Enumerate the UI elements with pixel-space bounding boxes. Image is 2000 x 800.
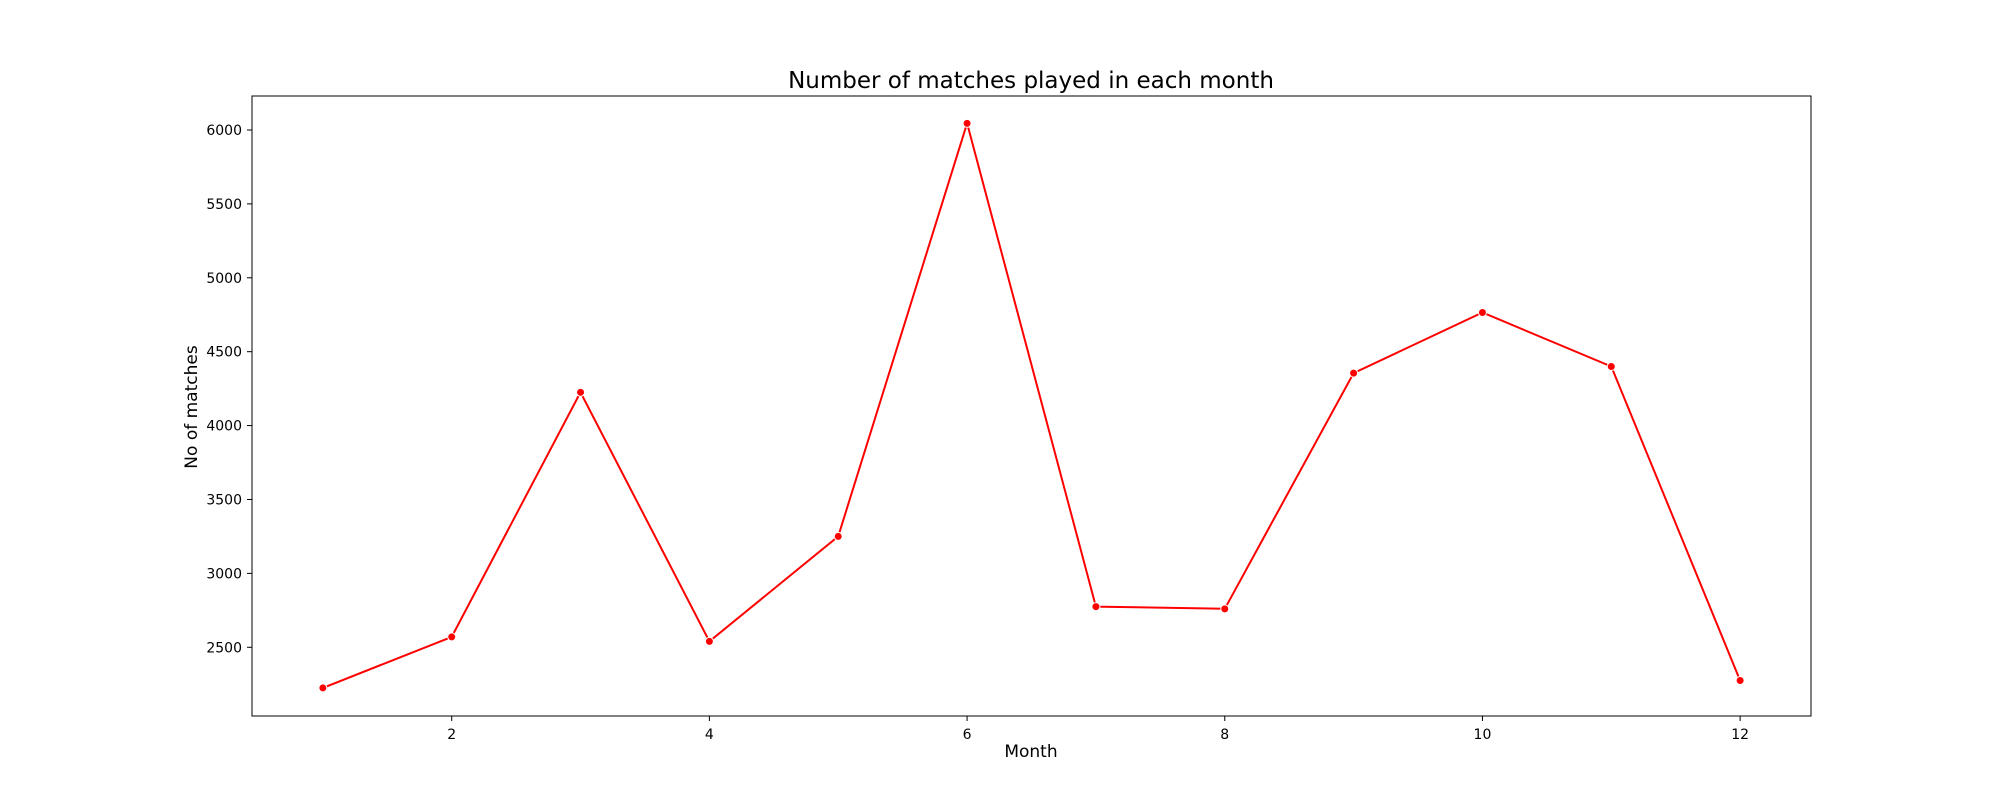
data-point-month-11 bbox=[1606, 361, 1616, 371]
data-point-month-3 bbox=[576, 387, 586, 397]
y-tick-label: 3500 bbox=[206, 492, 242, 508]
data-points bbox=[318, 118, 1745, 693]
y-tick-label: 4500 bbox=[206, 345, 242, 361]
chart-title: Number of matches played in each month bbox=[788, 68, 1274, 94]
x-tick-label: 10 bbox=[1474, 727, 1492, 743]
y-tick-label: 5000 bbox=[206, 271, 242, 287]
x-tick-label: 6 bbox=[963, 727, 972, 743]
data-line-series bbox=[322, 119, 1742, 689]
plot-area bbox=[251, 95, 1812, 717]
y-tick-label: 5500 bbox=[206, 197, 242, 213]
data-point-month-5 bbox=[833, 531, 843, 541]
y-axis-label: No of matches bbox=[182, 345, 202, 469]
x-tick-label: 12 bbox=[1731, 727, 1749, 743]
data-point-month-1 bbox=[318, 683, 328, 693]
y-tick-label: 6000 bbox=[206, 123, 242, 139]
y-tick-label: 3000 bbox=[206, 566, 242, 582]
data-point-month-8 bbox=[1220, 604, 1230, 614]
data-point-month-7 bbox=[1091, 602, 1101, 612]
x-axis-label: Month bbox=[1004, 742, 1057, 762]
x-tick-label: 8 bbox=[1220, 727, 1229, 743]
data-point-month-9 bbox=[1349, 368, 1359, 378]
plot-frame bbox=[251, 95, 1812, 717]
y-tick-label: 2500 bbox=[206, 640, 242, 656]
y-tick-label: 4000 bbox=[206, 419, 242, 435]
axis-ticks: 2 4 6 8 10 12 2500 3000 3500 4000 4500 5000 5500 6000 bbox=[206, 123, 1749, 743]
data-point-month-12 bbox=[1735, 676, 1745, 686]
data-point-month-10 bbox=[1477, 308, 1487, 318]
data-point-month-6 bbox=[962, 118, 972, 128]
x-tick-label: 4 bbox=[705, 727, 714, 743]
data-point-month-2 bbox=[447, 632, 457, 642]
data-point-month-4 bbox=[704, 636, 714, 646]
x-tick-label: 2 bbox=[447, 727, 456, 743]
